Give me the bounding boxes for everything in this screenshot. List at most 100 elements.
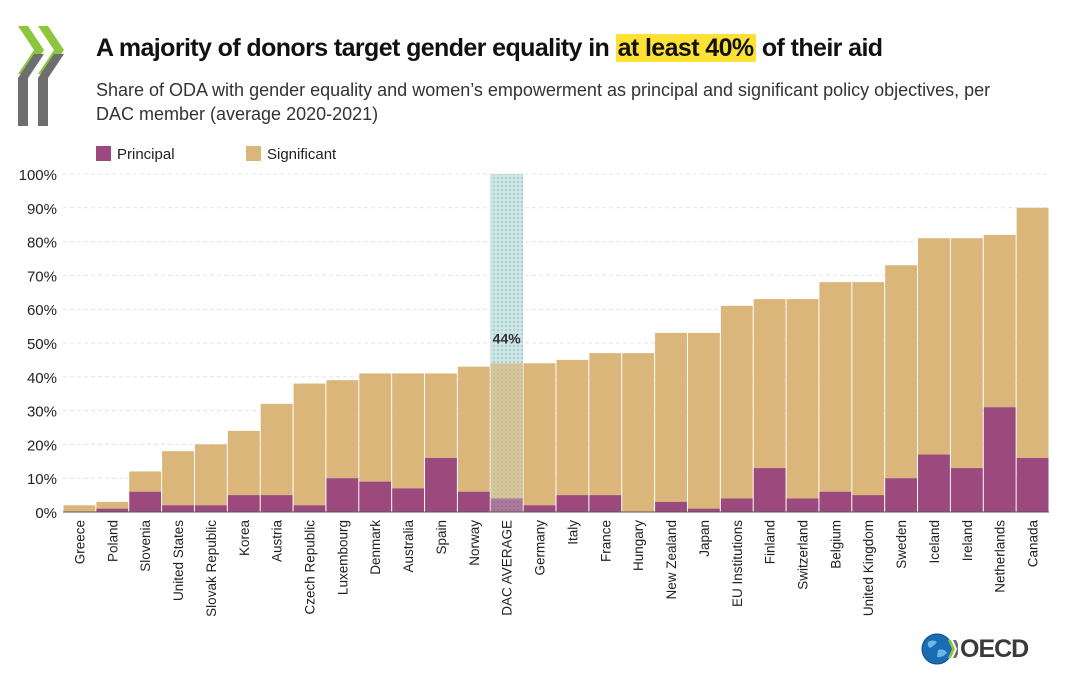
legend-label-significant: Significant (267, 146, 337, 163)
chart-title: A majority of donors target gender equal… (96, 34, 883, 63)
bar-principal (260, 495, 293, 512)
title-pre: A majority of donors target gender equal… (96, 34, 610, 62)
bar-significant (490, 363, 523, 499)
x-category-label: United States (171, 520, 186, 601)
x-category-label: Norway (467, 520, 482, 566)
bar-significant (359, 373, 392, 482)
x-category-label: Spain (434, 520, 449, 555)
title-highlight: at least 40% (615, 34, 756, 62)
y-tick-label: 80% (27, 235, 57, 252)
bar-principal (490, 498, 523, 512)
x-category-label: Slovak Republic (204, 520, 219, 617)
bar-principal (359, 481, 392, 512)
y-tick-label: 20% (27, 437, 57, 454)
x-category-label: France (598, 520, 613, 562)
bar-significant (425, 373, 457, 458)
oecd-chevron-logo (18, 26, 64, 126)
x-category-label: Czech Republic (303, 520, 318, 615)
bar-principal (293, 505, 326, 512)
bar-principal (194, 505, 227, 512)
bar-significant (260, 403, 293, 496)
bar-significant (753, 299, 786, 469)
bar-principal (687, 508, 720, 512)
bar-significant (326, 380, 359, 479)
bar-significant (293, 383, 326, 506)
bar-principal (96, 508, 129, 512)
x-category-label: Finland (763, 520, 778, 564)
y-tick-label: 40% (27, 370, 57, 387)
x-category-label: Canada (1026, 520, 1041, 568)
bar-significant (687, 332, 720, 509)
x-category-label: Italy (565, 520, 580, 545)
bar-principal (326, 478, 359, 512)
bar-significant (786, 299, 819, 499)
bar-principal (589, 495, 622, 512)
bar-significant (96, 501, 129, 509)
title-post: of their aid (761, 34, 883, 62)
x-category-label: Switzerland (796, 520, 811, 590)
x-category-label: Iceland (927, 520, 942, 564)
y-tick-label: 90% (27, 201, 57, 218)
bar-principal (918, 454, 950, 512)
bar-principal (457, 491, 490, 512)
y-tick-label: 0% (35, 505, 57, 522)
bar-principal (655, 501, 687, 512)
bar-principal (162, 505, 194, 512)
bar-principal (556, 495, 589, 512)
y-tick-label: 50% (27, 336, 57, 353)
y-tick-label: 60% (27, 302, 57, 319)
bar-principal (852, 495, 885, 512)
bar-significant (63, 505, 96, 512)
x-category-label: Greece (72, 520, 87, 564)
x-category-label: EU Institutions (730, 520, 745, 607)
legend-swatch-significant (246, 146, 261, 161)
bar-significant (819, 282, 852, 492)
bar-significant (392, 373, 425, 489)
legend-label-principal: Principal (117, 146, 175, 163)
bar-principal (983, 407, 1016, 512)
x-category-label: Australia (401, 520, 416, 573)
bar-principal (819, 491, 852, 512)
bar-principal (392, 488, 425, 512)
oecd-logo-text: OECD (960, 634, 1029, 663)
x-category-label: New Zealand (664, 520, 679, 600)
bar-significant (918, 238, 950, 455)
x-category-label: Sweden (894, 520, 909, 569)
x-category-label: Slovenia (138, 520, 153, 572)
globe-icon (921, 633, 958, 665)
x-category-label: Ireland (960, 520, 975, 561)
bar-principal (1016, 457, 1049, 512)
bar-significant (556, 359, 589, 496)
bar-significant (720, 305, 753, 499)
bar-principal (523, 505, 556, 512)
x-category-label: Belgium (828, 520, 843, 569)
bar-significant (589, 353, 622, 496)
bar-significant (950, 238, 983, 469)
bar-significant (162, 451, 194, 506)
y-tick-label: 30% (27, 404, 57, 421)
bar-significant (655, 332, 687, 502)
x-category-label: Germany (533, 520, 548, 576)
x-category-label: Austria (270, 520, 285, 563)
x-category-label: Denmark (368, 520, 383, 575)
bar-significant (1016, 207, 1049, 458)
bar-significant (885, 265, 918, 479)
bar-significant (622, 353, 655, 512)
bar-significant (852, 282, 885, 496)
bar-principal (786, 498, 819, 512)
bar-principal (720, 498, 753, 512)
legend-swatch-principal (96, 146, 111, 161)
bar-principal (129, 491, 162, 512)
bar-significant (983, 234, 1016, 408)
bar-significant (457, 366, 490, 492)
bar-principal (885, 478, 918, 512)
bar-principal (753, 468, 786, 512)
y-tick-label: 70% (27, 268, 57, 285)
bar-principal (227, 495, 260, 512)
y-tick-label: 10% (27, 471, 57, 488)
bar-significant (227, 430, 260, 496)
chart-subtitle: Share of ODA with gender equality and wo… (96, 80, 991, 124)
bar-principal (425, 457, 457, 512)
bar-significant (129, 471, 162, 492)
